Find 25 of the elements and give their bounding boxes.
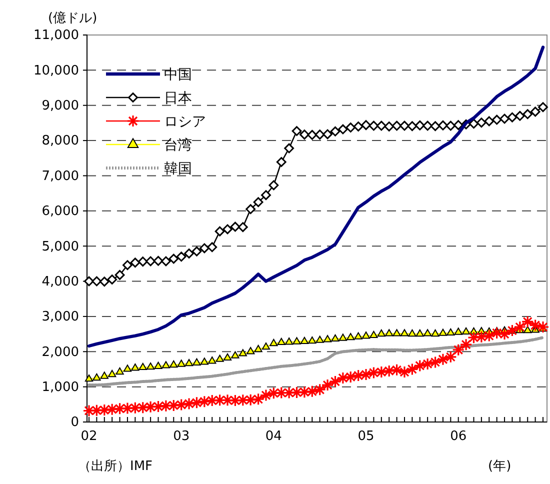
legend-label: 中国 — [164, 67, 192, 83]
legend-label: 日本 — [164, 90, 192, 106]
y-axis-title: (億ドル) — [48, 11, 98, 26]
x-tick-label: 03 — [173, 429, 190, 444]
x-axis-title: (年) — [488, 459, 512, 474]
y-tick-label: 10,000 — [34, 63, 79, 78]
x-tick-label: 05 — [358, 429, 374, 444]
text: （出所）IMF — [78, 459, 153, 474]
y-tick-label: 1,000 — [42, 380, 79, 395]
y-tick-label: 2,000 — [42, 344, 79, 360]
legend-label: ロシア — [164, 114, 206, 130]
y-tick-label: 8,000 — [42, 134, 79, 149]
legend-label: 韓国 — [164, 161, 192, 177]
y-tick-label: 9,000 — [42, 98, 79, 114]
y-tick-label: 7,000 — [42, 168, 79, 184]
y-tick-label: 3,000 — [42, 310, 79, 325]
y-tick-label: 11,000 — [34, 28, 79, 44]
x-tick-label: 06 — [450, 429, 467, 444]
x-tick-label: 04 — [265, 429, 282, 444]
y-tick-label: 6,000 — [42, 204, 79, 220]
x-tick-label: 02 — [80, 429, 98, 444]
y-tick-label: 5,000 — [42, 239, 79, 254]
y-tick-label: 0 — [70, 415, 79, 430]
y-tick-label: 4,000 — [42, 274, 79, 290]
legend-label: 台湾 — [164, 138, 192, 154]
